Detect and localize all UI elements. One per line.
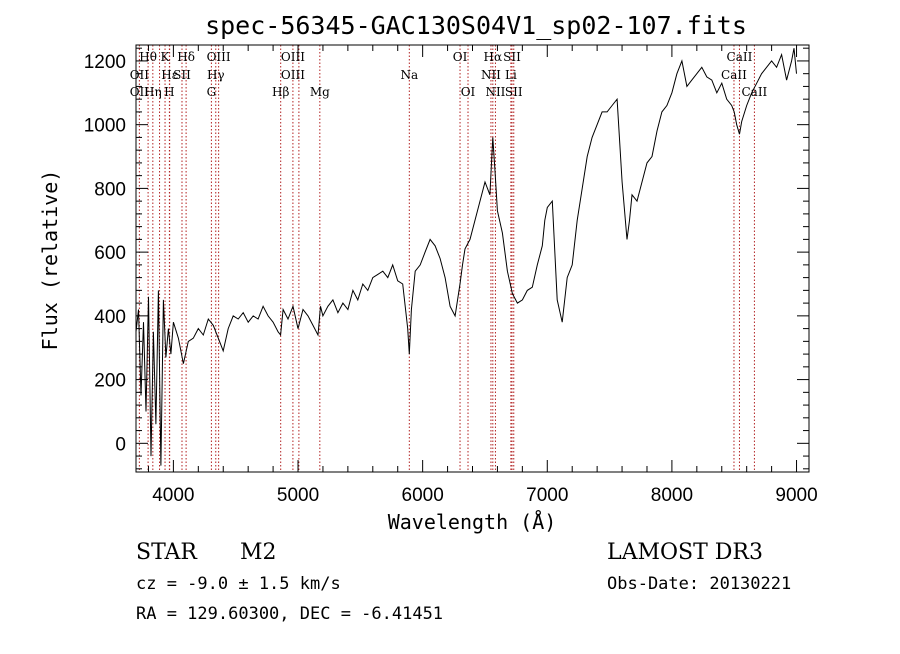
spectrum-line — [135, 48, 797, 466]
line-marker-label: OIII — [281, 68, 305, 82]
line-marker-label: OI — [461, 85, 476, 99]
line-marker-label: Hε — [161, 68, 178, 82]
line-marker-label: Li — [505, 68, 517, 82]
line-marker-label: K — [161, 50, 171, 64]
chart-title: spec-56345-GAC130S04V1_sp02-107.fits — [205, 11, 747, 40]
line-marker-label: CaII — [741, 85, 767, 99]
y-axis-title: Flux (relative) — [38, 170, 62, 351]
x-tick-label: 5000 — [277, 485, 319, 506]
y-tick-label: 800 — [94, 179, 126, 200]
y-tick-label: 0 — [115, 434, 126, 455]
x-tick-label: 8000 — [651, 485, 693, 506]
survey-name: LAMOST DR3 — [607, 540, 763, 565]
y-tick-label: 200 — [94, 371, 126, 392]
line-marker-label: SII — [505, 85, 523, 99]
x-tick-label: 6000 — [402, 485, 444, 506]
line-marker-label: SII — [173, 68, 191, 82]
x-tick-label: 7000 — [526, 485, 568, 506]
line-marker-label: G — [207, 85, 217, 99]
line-marker-label: CaII — [721, 68, 747, 82]
y-tick-label: 600 — [94, 243, 126, 264]
line-marker-label: OIII — [207, 50, 231, 64]
redshift-cz: cz = -9.0 ± 1.5 km/s — [136, 574, 341, 594]
line-marker-label: Hβ — [272, 85, 289, 99]
object-class: STAR — [136, 540, 198, 565]
line-marker-label: OII — [130, 68, 150, 82]
y-tick-label: 1000 — [84, 116, 126, 137]
line-label-group: Hθ OII OII K Hε Hη SII H Hδ OIII Hγ G Hβ OIII OIII Mg Na… — [130, 50, 768, 99]
line-marker-label: Hα — [484, 50, 503, 64]
coordinates: RA = 129.60300, DEC = -6.41451 — [136, 604, 443, 624]
line-marker-label: CaII — [727, 50, 753, 64]
line-marker-label: Hγ — [207, 68, 225, 82]
y-tick-label: 1200 — [84, 52, 126, 73]
line-marker-label: Hη — [144, 85, 162, 99]
line-marker-label: Hδ — [177, 50, 195, 64]
plot-frame — [135, 44, 810, 473]
x-tick-label: 4000 — [152, 485, 194, 506]
x-axis-title: Wavelength (Å) — [388, 510, 557, 534]
y-tick-label: 400 — [94, 307, 126, 328]
x-tick-label: 9000 — [775, 485, 817, 506]
object-subclass: M2 — [240, 540, 277, 565]
line-marker-label: OII — [130, 85, 150, 99]
x-axis: 4000 5000 6000 7000 8000 9000 — [147, 45, 818, 506]
line-marker-label: OIII — [281, 50, 305, 64]
line-marker-label: NII — [485, 85, 505, 99]
observation-date: Obs-Date: 20130221 — [607, 574, 791, 594]
line-marker-label: SII — [503, 50, 521, 64]
line-marker-label: Mg — [310, 85, 330, 99]
line-marker-label: OI — [453, 50, 468, 64]
line-marker-group — [138, 45, 755, 472]
y-axis: 0 200 400 600 800 1000 1200 — [84, 47, 809, 470]
line-marker-label: NII — [481, 68, 501, 82]
line-marker-label: Hθ — [139, 50, 157, 64]
line-marker-label: Na — [400, 68, 418, 82]
line-marker-label: H — [164, 85, 174, 99]
